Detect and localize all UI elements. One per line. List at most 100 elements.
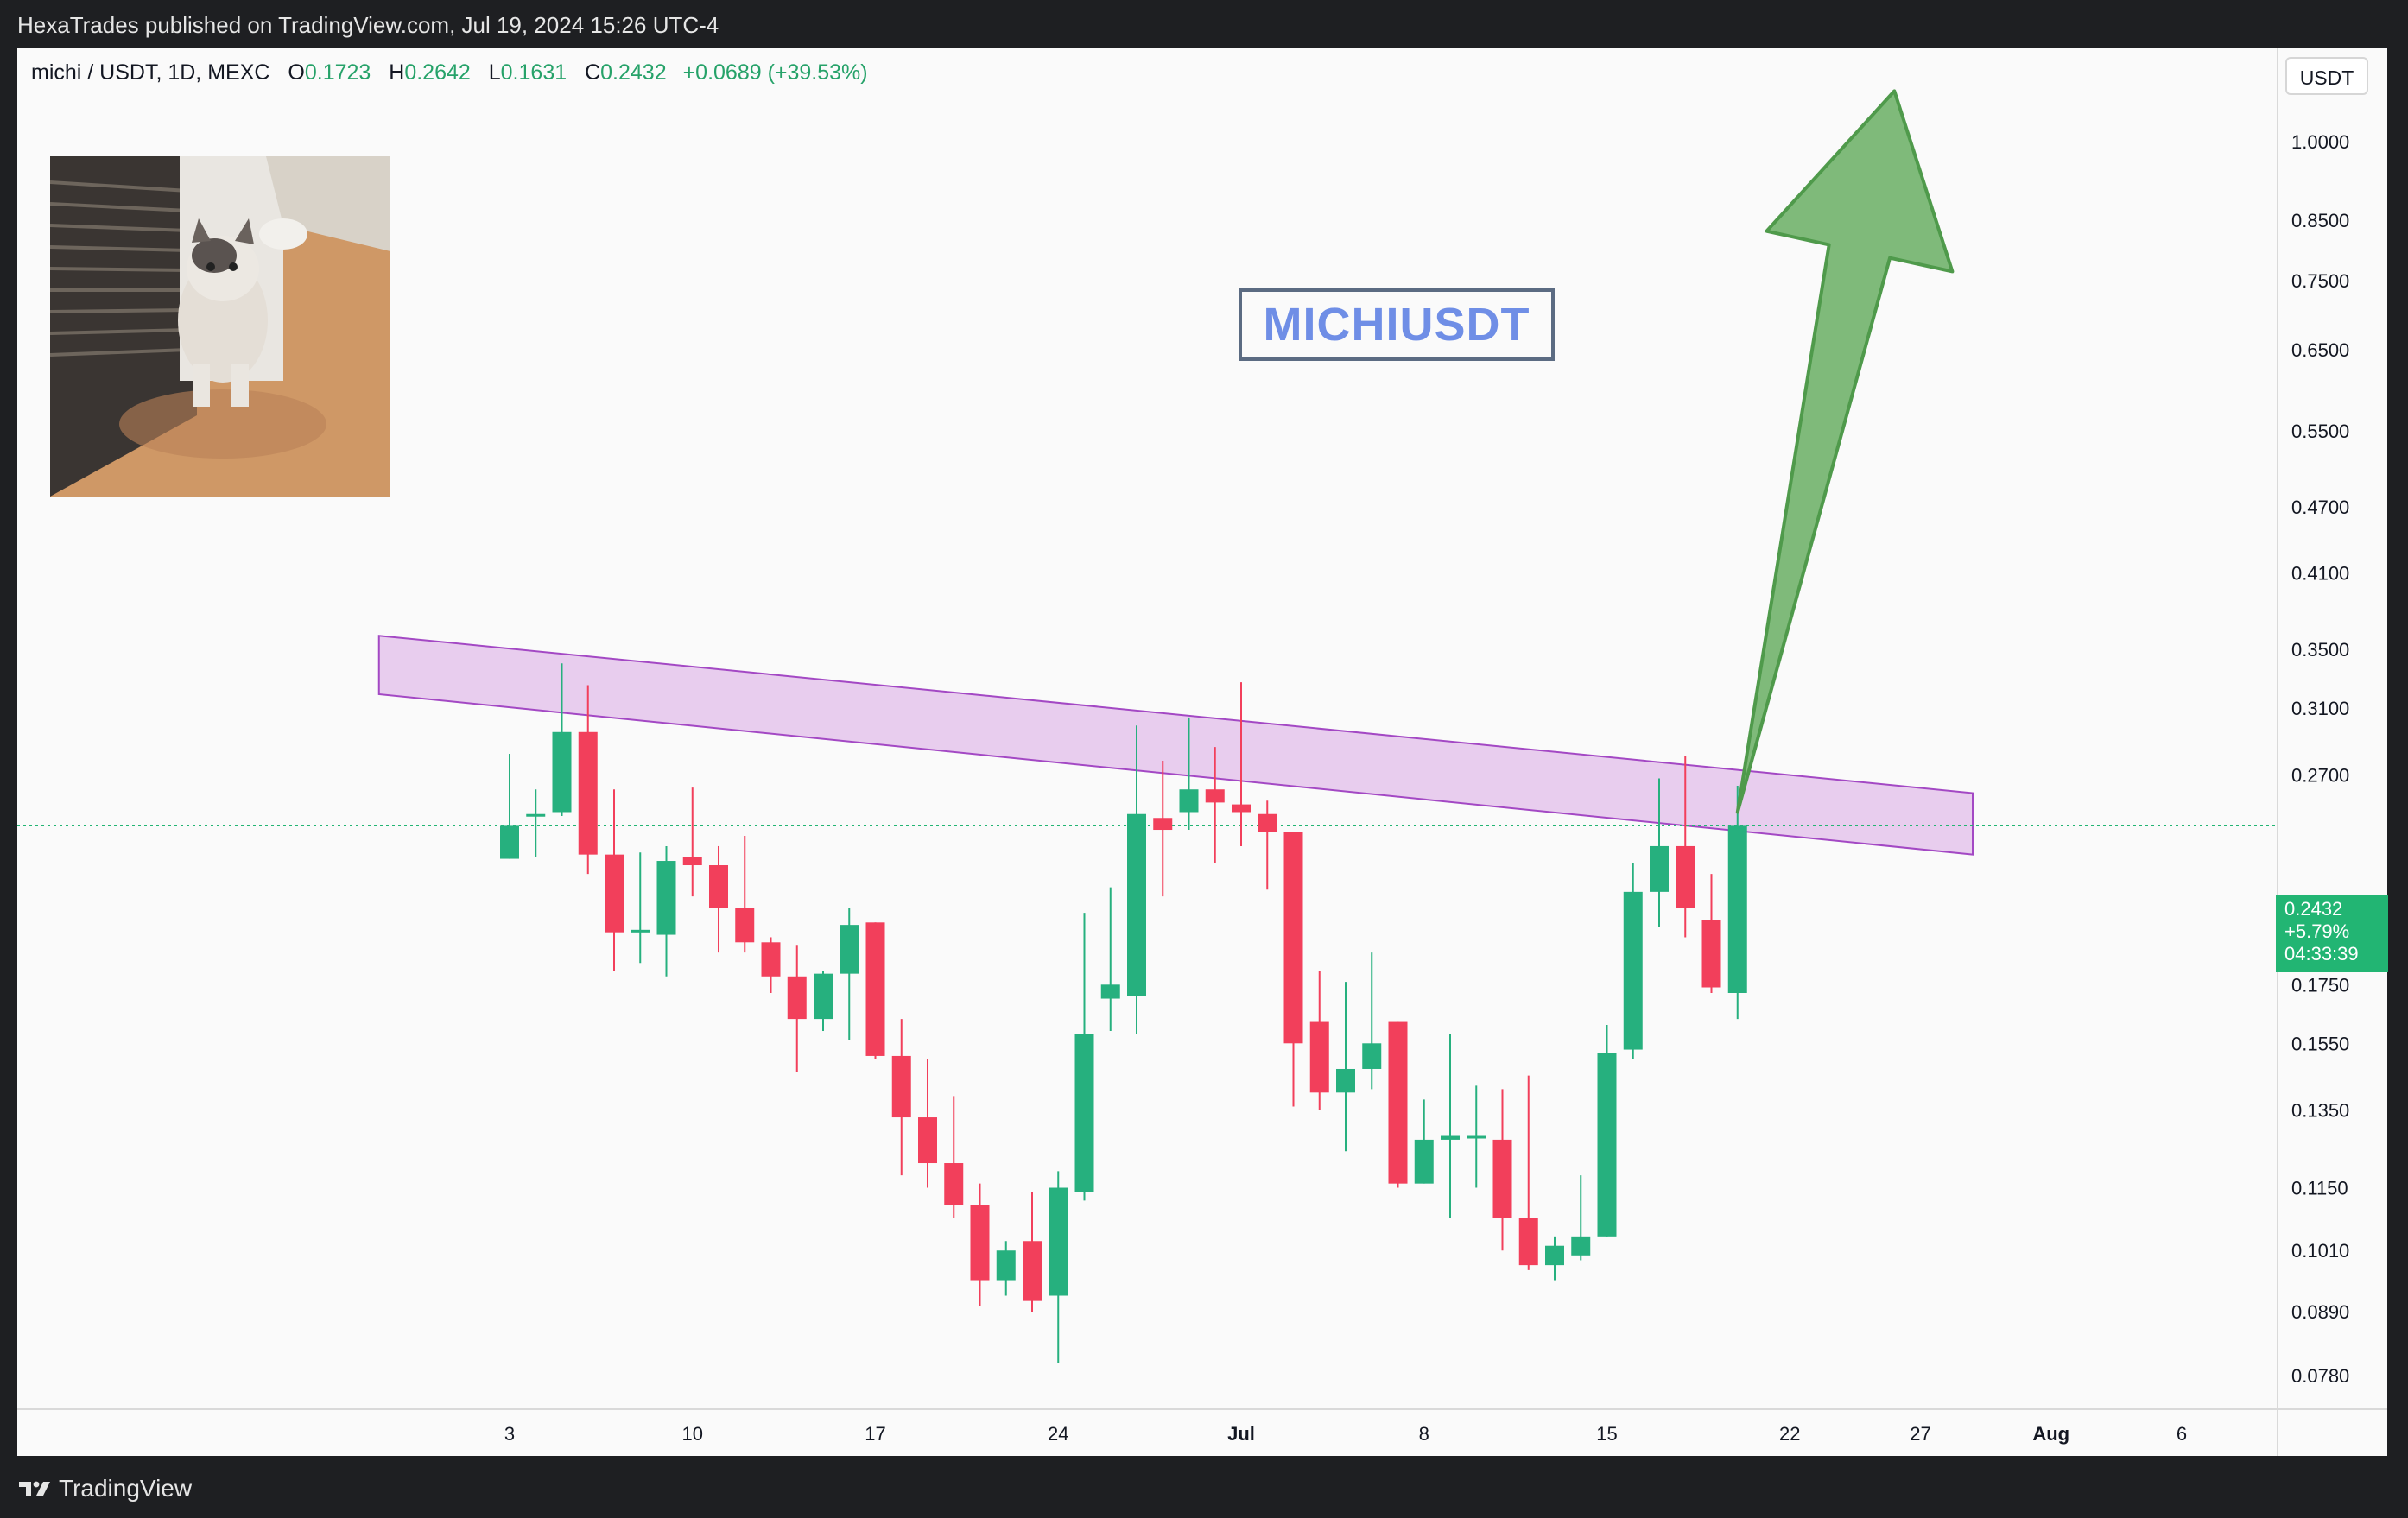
candle	[840, 908, 859, 1040]
candle-body	[1074, 1034, 1094, 1192]
candle	[709, 845, 728, 953]
candle-body	[1283, 832, 1303, 1044]
candle	[1441, 1034, 1460, 1218]
candle	[1309, 971, 1329, 1110]
candle-body	[1492, 1139, 1512, 1218]
bottom-bar: TradingView	[0, 1456, 2408, 1518]
time-tick-label: 3	[504, 1423, 515, 1445]
candle-body	[787, 976, 807, 1020]
candle	[1623, 863, 1643, 1059]
candle-body	[552, 731, 572, 813]
candle-body	[761, 942, 781, 977]
time-tick-label: Aug	[2032, 1423, 2069, 1445]
candle	[1518, 1075, 1538, 1270]
price-tick-label: 0.7500	[2291, 270, 2349, 292]
candle	[1100, 887, 1120, 1032]
candle-body	[1414, 1139, 1434, 1184]
tradingview-logo[interactable]: TradingView	[17, 1475, 192, 1502]
price-tick-label: 0.1150	[2291, 1178, 2348, 1199]
candle	[918, 1059, 937, 1188]
price-tick-label: 0.1350	[2291, 1100, 2349, 1122]
candle-body	[1205, 789, 1225, 803]
candle-body	[1362, 1043, 1382, 1069]
candle	[1492, 1089, 1512, 1251]
candle	[1676, 756, 1695, 938]
candle	[1205, 747, 1225, 863]
price-tick-label: 0.5500	[2291, 421, 2349, 442]
price-tick-label: 0.1750	[2291, 974, 2349, 996]
candle	[682, 787, 702, 897]
low-label: L	[488, 60, 501, 85]
candle	[1258, 800, 1277, 890]
change-value: +0.0689 (+39.53%)	[682, 60, 868, 85]
candle	[1283, 832, 1303, 1107]
candle-body	[1571, 1236, 1591, 1256]
candle	[526, 789, 546, 857]
candle-body	[944, 1163, 964, 1205]
candle	[631, 852, 650, 964]
candle-body	[1336, 1068, 1355, 1093]
candle	[1049, 1171, 1068, 1363]
close-value: 0.2432	[600, 60, 667, 85]
candle-body	[682, 857, 702, 866]
candle-body	[1309, 1021, 1329, 1093]
low-value: 0.1631	[500, 60, 567, 85]
time-tick-label: 22	[1779, 1423, 1800, 1445]
time-tick-label: Jul	[1227, 1423, 1255, 1445]
price-tick-label: 0.8500	[2291, 210, 2349, 231]
tradingview-brand: TradingView	[59, 1475, 193, 1502]
projection-arrow	[1735, 89, 1955, 814]
candle	[814, 971, 833, 1032]
candle-body	[1100, 984, 1120, 999]
candle	[1571, 1175, 1591, 1261]
currency-button[interactable]: USDT	[2285, 57, 2368, 95]
time-tick-label: 27	[1910, 1423, 1930, 1445]
candle-body	[891, 1055, 911, 1118]
open-value: 0.1723	[304, 60, 371, 85]
bar-countdown: 04:33:39	[2284, 943, 2359, 965]
candle-body	[996, 1250, 1016, 1281]
price-tick-label: 0.2700	[2291, 764, 2349, 786]
candle-body	[709, 865, 728, 908]
resistance-band	[377, 635, 1974, 856]
published-text: HexaTrades published on TradingView.com,…	[17, 12, 719, 38]
time-tick-label: 6	[2177, 1423, 2187, 1445]
candle	[500, 754, 519, 859]
price-tick-label: 0.4100	[2291, 562, 2349, 584]
candle-body	[918, 1117, 937, 1164]
candle-body	[1023, 1241, 1042, 1301]
candle-body	[970, 1205, 990, 1281]
chart-svg[interactable]: 1.70001.50001.30001.15001.00000.85000.75…	[17, 48, 2387, 1456]
candle	[891, 1019, 911, 1176]
candle-body	[578, 731, 598, 855]
tradingview-logo-icon	[19, 1481, 50, 1496]
time-tick-label: 24	[1048, 1423, 1068, 1445]
candle	[787, 945, 807, 1072]
price-tick-label: 0.1550	[2291, 1033, 2349, 1054]
candle	[1467, 1085, 1486, 1188]
candle	[1650, 778, 1669, 927]
candle	[735, 836, 755, 953]
candle	[865, 922, 885, 1059]
candle-body	[656, 861, 676, 935]
candle-body	[735, 908, 755, 943]
candle	[1074, 913, 1094, 1201]
candle	[761, 937, 781, 993]
candle-body	[1650, 845, 1669, 892]
candle	[996, 1241, 1016, 1296]
price-tick-label: 0.1010	[2291, 1240, 2349, 1262]
annotation-title[interactable]: MICHIUSDT	[1239, 288, 1555, 361]
time-tick-label: 17	[865, 1423, 885, 1445]
candle-body	[1049, 1187, 1068, 1296]
symbol-ohlc-legend: michi / USDT, 1D, MEXC O0.1723 H0.2642 L…	[31, 60, 868, 85]
candle-body	[1518, 1218, 1538, 1266]
candle	[1336, 982, 1355, 1152]
candle	[1414, 1099, 1434, 1184]
candle	[944, 1096, 964, 1218]
chart-frame[interactable]: 1.70001.50001.30001.15001.00000.85000.75…	[17, 48, 2388, 1456]
candle-body	[1545, 1245, 1564, 1266]
candle-body	[814, 973, 833, 1020]
candle	[656, 845, 676, 977]
last-price-change: +5.79%	[2284, 920, 2350, 942]
candle	[1023, 1192, 1042, 1312]
